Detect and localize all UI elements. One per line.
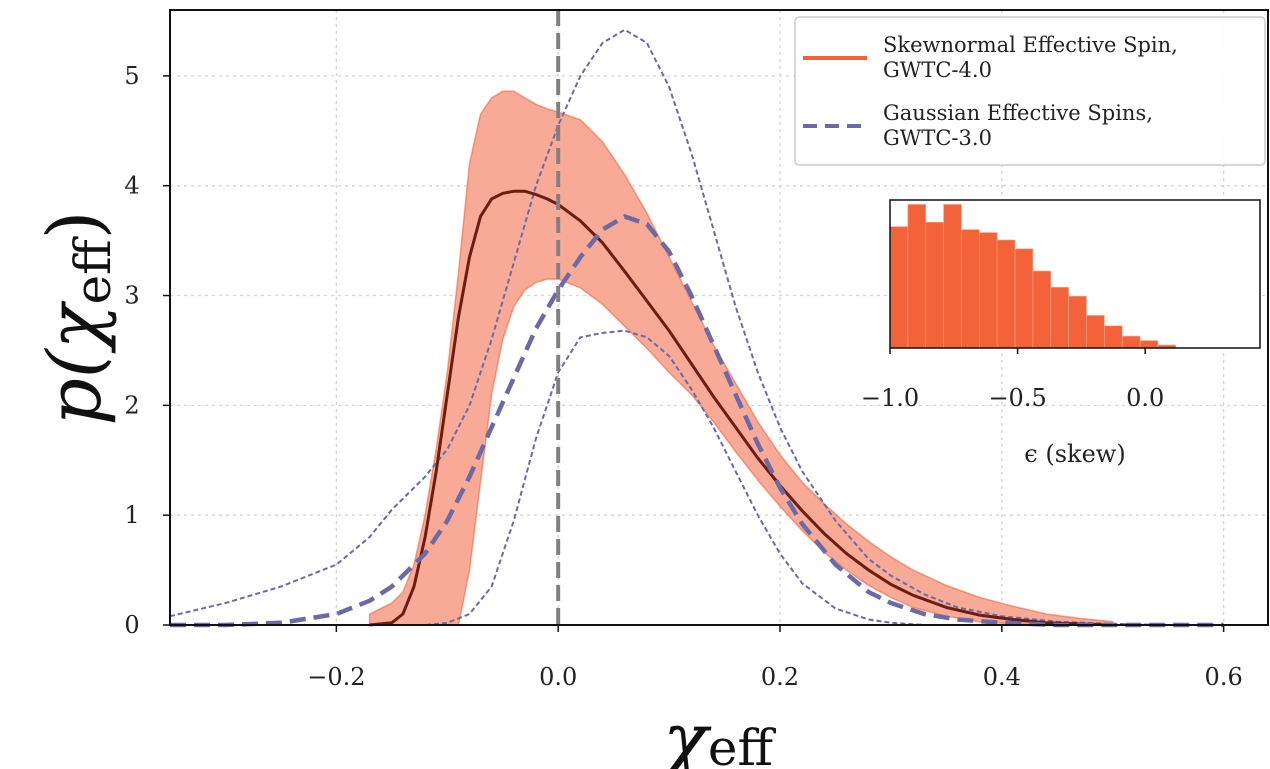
x-tick-label: 0.2 [761,663,799,691]
gaussian-median-line [170,214,1224,628]
histogram-bar [1086,315,1105,349]
inset-x-tick-label: −1.0 [861,384,919,412]
x-tick-label: 0.6 [1205,663,1243,691]
inset-x-tick-label: 0.0 [1126,384,1164,412]
histogram-bar [925,221,944,349]
histogram-bar [1068,295,1087,349]
histogram-bar [1104,325,1123,349]
histogram-bar [943,204,962,349]
y-tick-label: 5 [124,62,139,90]
inset-frame [889,199,1261,349]
inset-histogram: −1.0 −0.5 0.0 ϵ (skew) [861,199,1261,468]
legend-label-gaussian: Gaussian Effective Spins, GWTC-3.0 [883,101,1153,150]
histogram-bar [996,239,1016,349]
histogram-bar [1050,287,1069,349]
histogram-bar [1121,335,1141,349]
y-tick-label: 1 [124,501,139,529]
histogram-bar [1032,270,1052,349]
x-axis-label: χeff [658,697,776,769]
inset-ticks: −1.0 −0.5 0.0 [861,348,1164,412]
gaussian-upper-bound-line [169,28,1224,626]
histogram-bar [1014,248,1034,349]
legend-label-skewnormal: Skewnormal Effective Spin, GWTC-4.0 [883,33,1178,82]
y-tick-label: 0 [124,611,139,639]
legend-box [794,16,1266,166]
y-tick-label: 3 [124,282,139,310]
inset-x-tick-label: −0.5 [988,384,1046,412]
x-tick-label: −0.2 [307,663,365,691]
y-tick-label: 2 [124,391,139,419]
histogram-bar [1139,340,1159,349]
y-tick-label: 4 [124,172,139,200]
plot-frame [169,9,1269,626]
skewnormal-median-line [369,189,1113,627]
inset-x-label: ϵ (skew) [1024,440,1125,468]
axis-ticks: −0.2 0.0 0.2 0.4 0.6 0 1 2 3 4 5 [124,62,1242,691]
x-tick-label: 0.0 [539,663,577,691]
histogram-bar [961,229,980,349]
x-tick-label: 0.4 [983,663,1021,691]
legend: Skewnormal Effective Spin, GWTC-4.0 Gauss… [794,16,1266,166]
histogram-bar [979,232,998,349]
histogram-bar [889,226,909,349]
histogram-bar [907,204,927,349]
y-axis-label: p(χeff) [32,210,122,425]
